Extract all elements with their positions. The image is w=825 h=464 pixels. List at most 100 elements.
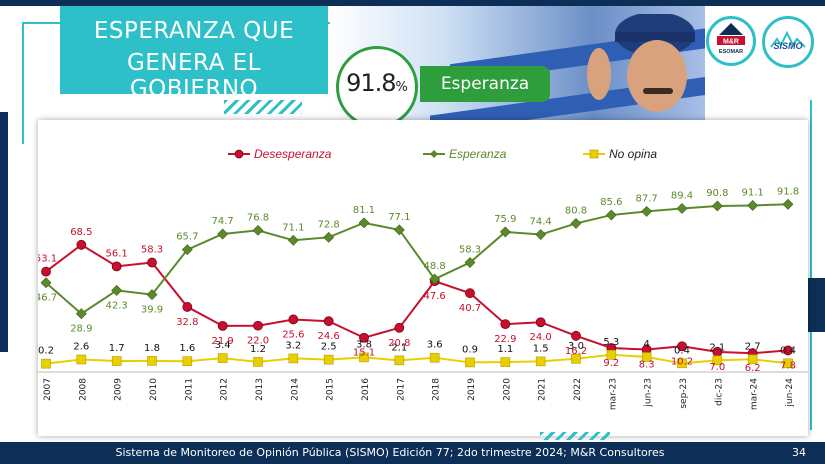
data-point-desesperanza	[147, 257, 157, 268]
data-label-esperanza: 80.8	[565, 205, 587, 216]
data-label-esperanza: 39.9	[141, 305, 163, 316]
data-point-desesperanza	[182, 302, 193, 312]
data-point-no-opina	[253, 357, 263, 367]
data-point-esperanza	[676, 203, 688, 214]
mr-logo: M&R ESOMAR	[706, 16, 756, 66]
data-point-esperanza	[40, 277, 52, 289]
data-point-desesperanza	[41, 266, 51, 277]
sismo-logo-icon: SISMO	[770, 30, 806, 51]
data-point-no-opina	[429, 352, 440, 363]
data-point-esperanza	[641, 205, 653, 217]
data-label-no-opina: 0.2	[38, 346, 54, 357]
data-label-esperanza: 28.9	[70, 324, 92, 335]
data-label-esperanza: 42.3	[106, 300, 128, 311]
page-number: 34	[792, 446, 806, 459]
data-label-esperanza: 81.1	[353, 205, 375, 216]
data-label-esperanza: 65.7	[176, 232, 198, 243]
x-tick-label: 2008	[78, 378, 88, 401]
data-point-esperanza	[75, 308, 87, 320]
x-tick-label: 2021	[538, 378, 548, 401]
data-label-desesperanza: 7.8	[780, 360, 796, 371]
data-point-no-opina	[677, 358, 687, 369]
data-label-no-opina: 2.6	[73, 341, 89, 352]
highlight-unit: %	[395, 80, 408, 95]
data-label-desesperanza: 7.0	[709, 362, 725, 373]
data-label-no-opina: 1.5	[533, 343, 549, 354]
data-point-esperanza	[499, 226, 511, 238]
sismo-logo-text: SISMO	[773, 41, 802, 51]
data-label-desesperanza: 47.6	[424, 291, 446, 302]
data-label-no-opina: 2.5	[321, 342, 337, 353]
data-label-no-opina: 3.4	[215, 340, 231, 351]
legend-marker-desesperanza	[234, 149, 244, 159]
data-point-no-opina	[182, 356, 193, 367]
data-point-esperanza	[747, 200, 759, 211]
data-label-no-opina: 0.4	[674, 345, 690, 356]
sismo-logo: SISMO	[762, 16, 814, 68]
data-point-esperanza	[782, 198, 794, 210]
data-point-no-opina	[606, 349, 617, 360]
data-point-no-opina	[712, 355, 723, 366]
data-point-no-opina	[571, 353, 581, 364]
data-label-esperanza: 71.1	[282, 222, 304, 233]
decorative-right-frame	[700, 100, 812, 430]
title-line-1: ESPERANZA QUE	[93, 18, 295, 44]
data-label-desesperanza: 10.2	[671, 356, 693, 367]
data-label-desesperanza: 6.2	[745, 363, 761, 374]
data-point-no-opina	[747, 354, 758, 365]
mr-logo-subtext: ESOMAR	[719, 49, 743, 55]
data-label-desesperanza: 40.7	[459, 303, 481, 314]
hatch-decoration	[224, 100, 302, 114]
data-label-no-opina: 1.8	[144, 343, 160, 354]
data-label-no-opina: 2.1	[709, 342, 725, 353]
data-label-desesperanza: 25.6	[282, 329, 304, 340]
data-label-esperanza: 74.7	[212, 216, 234, 227]
data-point-desesperanza	[111, 261, 122, 272]
data-point-esperanza	[181, 244, 193, 256]
data-label-desesperanza: 8.3	[639, 360, 655, 371]
legend-marker-esperanza	[430, 150, 438, 158]
legend-marker-no-opina	[589, 149, 599, 159]
data-label-esperanza: 48.8	[424, 261, 446, 272]
x-tick-label: 2011	[184, 378, 194, 401]
data-point-no-opina	[111, 356, 122, 366]
footer-source: Sistema de Monitoreo de Opinión Pública …	[115, 446, 665, 459]
data-point-no-opina	[500, 357, 511, 367]
data-point-desesperanza	[500, 319, 511, 330]
data-point-desesperanza	[217, 320, 228, 331]
data-point-no-opina	[641, 352, 652, 362]
data-label-desesperanza: 58.3	[141, 245, 163, 256]
data-label-esperanza: 87.7	[636, 193, 658, 204]
data-label-desesperanza: 56.1	[106, 248, 128, 259]
highlight-badge: 91.8%	[336, 46, 418, 128]
data-label-no-opina: 3.0	[568, 341, 584, 352]
data-label-no-opina: 1.6	[179, 343, 195, 354]
x-tick-label: jun-24	[785, 378, 795, 408]
data-label-esperanza: 90.8	[706, 188, 728, 199]
data-label-desesperanza: 20.8	[388, 338, 410, 349]
x-tick-label: 2018	[432, 378, 442, 401]
x-tick-label: mar-24	[750, 378, 760, 410]
data-point-esperanza	[605, 209, 617, 221]
data-label-no-opina: 1.2	[250, 344, 266, 355]
data-point-no-opina	[217, 353, 228, 363]
x-tick-label: 2009	[114, 378, 124, 401]
data-label-esperanza: 58.3	[459, 245, 481, 256]
data-point-no-opina	[783, 358, 793, 369]
data-point-esperanza	[393, 224, 405, 236]
x-tick-label: 2017	[396, 378, 406, 401]
data-point-desesperanza	[359, 332, 369, 343]
data-label-desesperanza: 21.9	[212, 336, 234, 347]
data-point-desesperanza	[288, 314, 299, 325]
data-point-esperanza	[429, 273, 441, 285]
data-point-no-opina	[41, 358, 51, 369]
data-label-desesperanza: 15.1	[353, 348, 375, 359]
data-label-esperanza: 91.8	[777, 186, 799, 197]
series-line-esperanza	[45, 203, 789, 315]
x-tick-label: 2012	[220, 378, 230, 401]
data-label-desesperanza: 24.0	[530, 332, 552, 343]
title-line-2: GENERA EL GOBIERNO	[126, 50, 262, 102]
data-label-desesperanza: 53.1	[38, 254, 57, 265]
data-label-no-opina: 5.3	[603, 337, 619, 348]
data-label-desesperanza: 9.2	[603, 358, 619, 369]
